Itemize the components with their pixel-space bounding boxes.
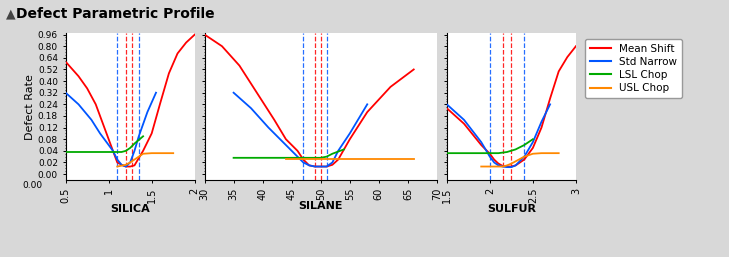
Text: 0.00: 0.00 (23, 181, 42, 190)
X-axis label: SULFUR: SULFUR (487, 204, 536, 214)
Text: ▲: ▲ (6, 7, 15, 20)
Y-axis label: Defect Rate: Defect Rate (25, 74, 35, 140)
Text: Defect Parametric Profile: Defect Parametric Profile (16, 7, 214, 21)
X-axis label: SILANE: SILANE (298, 201, 343, 212)
Legend: Mean Shift, Std Narrow, LSL Chop, USL Chop: Mean Shift, Std Narrow, LSL Chop, USL Ch… (585, 39, 682, 98)
X-axis label: SILICA: SILICA (110, 204, 150, 214)
